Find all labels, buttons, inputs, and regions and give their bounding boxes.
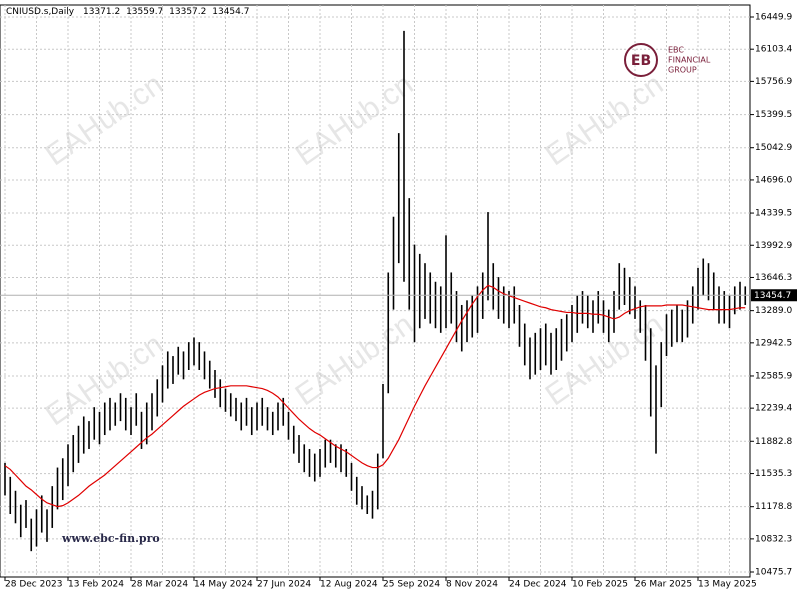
logo-text: GROUP: [668, 66, 697, 75]
y-tick-label: 15399.5: [755, 110, 792, 120]
y-tick-label: 13289.0: [755, 306, 792, 316]
header-close: 13454.7: [212, 7, 249, 17]
website: www.ebc-fin.pro: [61, 532, 160, 545]
last-price-label: 13454.7: [754, 291, 791, 301]
logo-text: FINANCIAL: [668, 56, 711, 65]
y-tick-label: 12585.9: [755, 371, 792, 381]
x-tick-label: 13 May 2025: [698, 580, 757, 590]
y-tick-label: 11535.3: [755, 469, 792, 479]
y-tick-label: 12239.4: [755, 404, 792, 414]
y-tick-label: 11178.8: [755, 502, 792, 512]
y-tick-label: 10832.3: [755, 534, 792, 544]
x-tick-label: 10 Feb 2025: [572, 580, 628, 590]
chart-header: CNIUSD.s,Daily 13371.2 13559.7 13357.2 1…: [6, 7, 249, 17]
header-low: 13357.2: [169, 7, 206, 17]
x-tick-label: 26 Mar 2025: [635, 580, 692, 590]
x-tick-label: 27 Jun 2024: [257, 580, 311, 590]
y-tick-label: 10475.7: [755, 568, 792, 578]
header-open: 13371.2: [83, 7, 120, 17]
y-tick-label: 15042.9: [755, 143, 792, 153]
header-symbol: CNIUSD.s,Daily: [6, 7, 75, 17]
x-tick-label: 13 Feb 2024: [68, 580, 124, 590]
y-tick-label: 14696.0: [755, 175, 792, 185]
x-tick-label: 25 Sep 2024: [383, 580, 440, 590]
y-tick-label: 13992.9: [755, 241, 792, 251]
x-tick-label: 28 Dec 2023: [5, 580, 63, 590]
x-tick-label: 24 Dec 2024: [509, 580, 567, 590]
logo: EB EBC FINANCIAL GROUP: [624, 43, 711, 77]
last-price-box: [751, 289, 797, 302]
logo-text: EBC: [668, 46, 684, 55]
x-tick-label: 28 Mar 2024: [131, 580, 188, 590]
moving-average: [4, 284, 746, 508]
y-tick-label: 14339.5: [755, 209, 792, 219]
y-tick-label: 11882.8: [755, 437, 792, 447]
svg-text:EB: EB: [631, 53, 651, 69]
y-tick-label: 16449.9: [755, 13, 792, 23]
y-tick-label: 16103.4: [755, 45, 792, 55]
x-tick-label: 12 Aug 2024: [320, 580, 378, 590]
y-tick-label: 13646.3: [755, 273, 792, 283]
x-tick-label: 8 Nov 2024: [446, 580, 498, 590]
header-high: 13559.7: [126, 7, 163, 17]
grid: [0, 5, 750, 577]
y-tick-label: 15756.9: [755, 77, 792, 87]
bars: [0, 30, 750, 552]
y-tick-label: 12942.5: [755, 338, 792, 348]
x-tick-label: 14 May 2024: [194, 580, 253, 590]
